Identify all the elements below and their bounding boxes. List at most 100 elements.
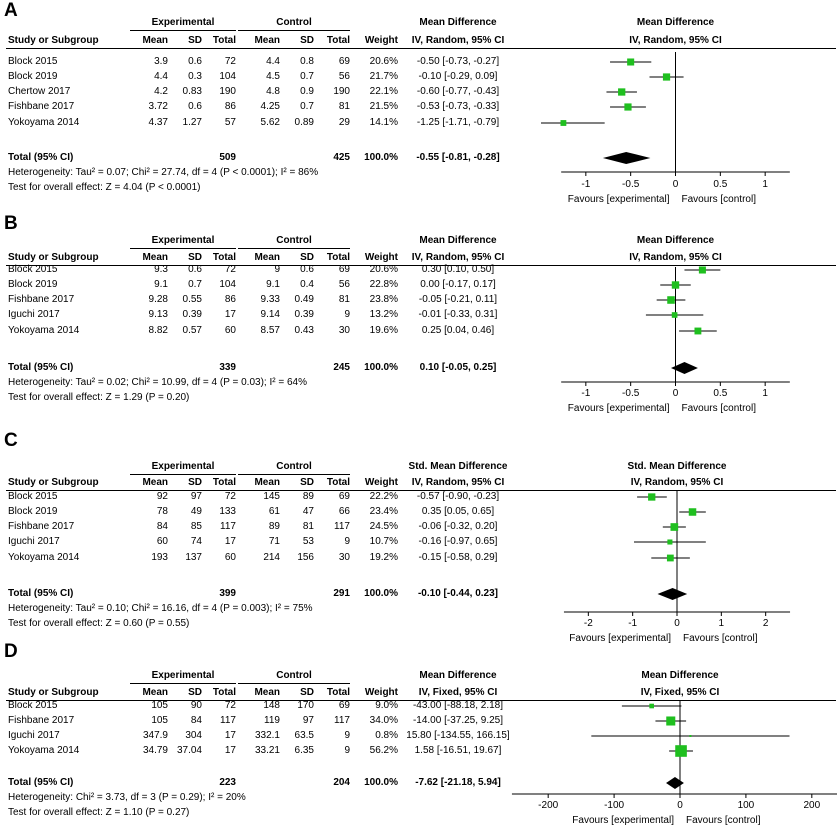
effect-ci: 15.80 [-134.55, 166.15] (406, 730, 510, 741)
ctrl-mean: 148 (263, 700, 280, 711)
effect-ci: 0.35 [0.05, 0.65] (421, 506, 495, 517)
effect-ci: -0.16 [-0.97, 0.65] (418, 536, 498, 547)
study-column-header: Study or Subgroup (8, 35, 99, 46)
x-tick-label: 200 (803, 800, 820, 811)
effect-ci: -0.57 [-0.90, -0.23] (416, 491, 500, 502)
study-name: Yokoyama 2014 (8, 117, 80, 128)
effect-title-plot: Mean Difference (641, 670, 719, 681)
ctrl-mean: 214 (263, 552, 280, 563)
study-effect-square (666, 554, 674, 562)
ctrl-mean-header: Mean (254, 687, 280, 698)
effect-ci: -0.06 [-0.32, 0.20] (418, 521, 498, 532)
total-label: Total (95% CI) (8, 362, 74, 373)
exp-mean: 3.9 (154, 56, 168, 67)
ctrl-sd-header: SD (300, 35, 314, 46)
ctrl-total: 81 (338, 294, 350, 305)
experimental-header-underline (130, 248, 236, 249)
panel-label: C (4, 430, 18, 451)
experimental-header-underline (130, 683, 236, 684)
ctrl-total-header: Total (326, 35, 350, 46)
exp-total: 104 (219, 71, 236, 82)
exp-sd: 0.83 (182, 86, 202, 97)
ctrl-mean: 9.14 (260, 309, 280, 320)
ctrl-sd: 81 (302, 521, 314, 532)
study-column-header: Study or Subgroup (8, 477, 99, 488)
study-name: Block 2019 (8, 279, 58, 290)
ctrl-total: 69 (338, 56, 350, 67)
ctrl-sd: 0.49 (294, 294, 314, 305)
study-name: Block 2015 (8, 700, 58, 711)
exp-total-header: Total (212, 477, 236, 488)
exp-mean: 84 (156, 521, 168, 532)
control-header-underline (238, 474, 350, 475)
ctrl-mean: 71 (268, 536, 280, 547)
ctrl-sd: 63.5 (294, 730, 314, 741)
ctrl-mean: 145 (263, 491, 280, 502)
favours-experimental-label: Favours [experimental] (572, 815, 674, 826)
panel-label: B (4, 213, 18, 234)
exp-sd-header: SD (188, 35, 202, 46)
panel-d: D Experimental Control Mean Difference Mean … (0, 624, 837, 832)
weight: 0.8% (375, 730, 398, 741)
total-label: Total (95% CI) (8, 152, 74, 163)
ctrl-total: 56 (338, 279, 350, 290)
study-name: Iguchi 2017 (8, 730, 60, 741)
ctrl-total: 69 (338, 700, 350, 711)
exp-total: 60 (224, 325, 236, 336)
effect-title-plot: Mean Difference (636, 235, 715, 246)
x-tick-label: 0 (674, 618, 680, 629)
ctrl-sd: 0.89 (294, 117, 314, 128)
heterogeneity-text: Heterogeneity: Chi² = 3.73, df = 3 (P = … (8, 792, 246, 803)
study-name: Block 2015 (8, 491, 58, 502)
exp-total: 104 (219, 279, 236, 290)
exp-mean: 347.9 (142, 730, 168, 741)
ctrl-mean: 61 (268, 506, 280, 517)
effect-ci: -14.00 [-37.25, 9.25] (412, 715, 504, 726)
weight: 56.2% (369, 745, 398, 756)
exp-sd-header: SD (188, 252, 202, 263)
forest-plot: -200 -100 0 100 200 Favours [experimental] Fav… (511, 700, 837, 826)
study-name: Block 2019 (8, 506, 58, 517)
control-group-header: Control (276, 670, 312, 681)
study-name: Fishbane 2017 (8, 715, 75, 726)
weight: 14.1% (369, 117, 398, 128)
exp-mean: 3.72 (148, 101, 168, 112)
exp-mean-header: Mean (142, 477, 168, 488)
pooled-effect-diamond (666, 777, 684, 789)
favours-experimental-label: Favours [experimental] (568, 194, 670, 205)
exp-sd: 85 (190, 521, 202, 532)
exp-total: 190 (219, 86, 236, 97)
exp-mean: 193 (151, 552, 168, 563)
experimental-group-header: Experimental (151, 461, 215, 472)
effect-ci: -0.10 [-0.29, 0.09] (418, 71, 498, 82)
study-name: Block 2015 (8, 56, 58, 67)
study-effect-square (689, 735, 692, 737)
ctrl-total: 81 (338, 101, 350, 112)
study-effect-square (649, 703, 654, 709)
control-header-underline (238, 683, 350, 684)
effect-subtitle-plot: IV, Random, 95% CI (630, 477, 724, 488)
panel-label: D (4, 641, 18, 662)
total-effect-ci: -0.55 [-0.81, -0.28] (416, 152, 500, 163)
ctrl-total: 69 (338, 491, 350, 502)
overall-effect-text: Test for overall effect: Z = 1.29 (P = 0… (8, 392, 190, 403)
exp-total-sum: 223 (219, 777, 236, 788)
exp-total-sum: 399 (219, 588, 236, 599)
effect-subtitle-plot: IV, Random, 95% CI (629, 252, 722, 263)
x-tick-label: 0 (673, 388, 679, 399)
ctrl-total-sum: 291 (333, 588, 350, 599)
exp-mean: 9.1 (154, 279, 168, 290)
ctrl-total: 117 (334, 715, 350, 726)
exp-total-sum: 339 (219, 362, 236, 373)
study-name: Iguchi 2017 (8, 536, 60, 547)
exp-sd: 49 (190, 506, 202, 517)
total-effect-ci: -7.62 [-21.18, 5.94] (415, 777, 501, 788)
panel-b: B Experimental Control Mean Difference Mean … (0, 208, 837, 416)
favours-experimental-label: Favours [experimental] (569, 633, 671, 644)
ctrl-total-sum: 425 (333, 152, 350, 163)
study-effect-square (688, 508, 697, 516)
exp-mean-header: Mean (142, 252, 168, 263)
weight-header: Weight (364, 35, 398, 46)
favours-experimental-label: Favours [experimental] (568, 403, 670, 414)
effect-ci: -0.50 [-0.73, -0.27] (416, 56, 500, 67)
